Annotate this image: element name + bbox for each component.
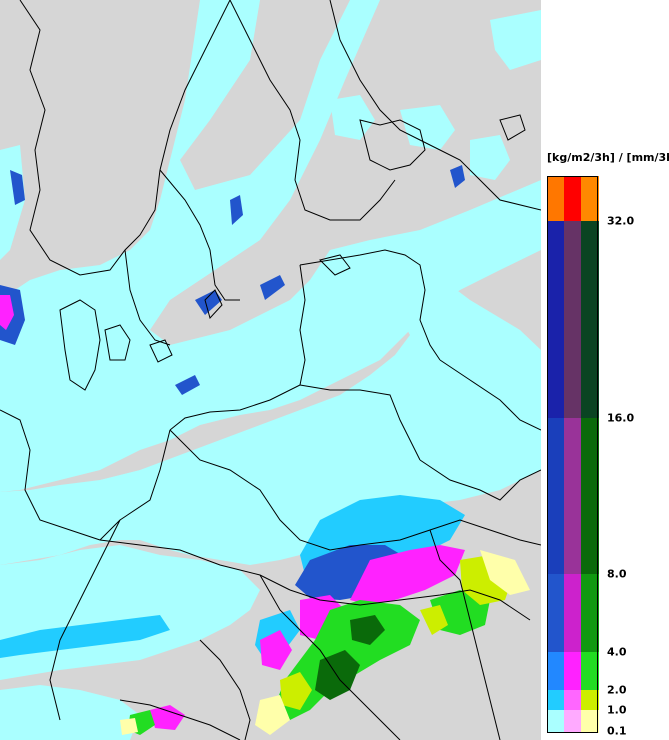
legend-bin-4-a bbox=[547, 574, 564, 652]
legend-bin-8-b bbox=[564, 418, 581, 574]
precip-heavy-rain-areas bbox=[315, 615, 385, 700]
legend-bin-32-b bbox=[564, 176, 581, 221]
legend-tick-8: 8.0 bbox=[607, 567, 627, 581]
coastlines-and-borders bbox=[0, 0, 541, 740]
legend-bin-16-c bbox=[581, 221, 599, 418]
legend-bin-8-c bbox=[581, 418, 599, 574]
legend-bin-32-c bbox=[581, 176, 599, 221]
legend-bin-16-a bbox=[547, 221, 564, 418]
legend-bin-01-a bbox=[547, 710, 564, 733]
precip-mixed-areas bbox=[0, 295, 465, 730]
legend-tick-2: 2.0 bbox=[607, 683, 627, 697]
legend-tick-16: 16.0 bbox=[607, 411, 635, 425]
legend-bin-1-a bbox=[547, 690, 564, 710]
legend-tick-1: 1.0 bbox=[607, 703, 627, 717]
legend-bin-8-a bbox=[547, 418, 564, 574]
legend-bin-01-c bbox=[581, 710, 599, 733]
legend-bin-1-c bbox=[581, 690, 599, 710]
legend-colorbar bbox=[547, 176, 599, 733]
legend-tick-32: 32.0 bbox=[607, 214, 635, 228]
legend-bin-2-c bbox=[581, 652, 599, 690]
legend-bin-4-b bbox=[564, 574, 581, 652]
precipitation-map bbox=[0, 0, 541, 740]
legend-tick-01: 0.1 bbox=[607, 724, 627, 738]
legend-bin-16-b bbox=[564, 221, 581, 418]
legend-bin-01-b bbox=[564, 710, 581, 733]
precip-very-light-rain-areas bbox=[120, 550, 530, 735]
legend-unit-label: [kg/m2/3h] / [mm/3h] bbox=[547, 151, 669, 164]
legend-colorbar-frame bbox=[547, 176, 598, 733]
legend-bin-2-a bbox=[547, 652, 564, 690]
legend-bin-1-b bbox=[564, 690, 581, 710]
legend-bin-32-a bbox=[547, 176, 564, 221]
legend-bin-2-b bbox=[564, 652, 581, 690]
legend-tick-4: 4.0 bbox=[607, 645, 627, 659]
legend-bin-4-c bbox=[581, 574, 599, 652]
